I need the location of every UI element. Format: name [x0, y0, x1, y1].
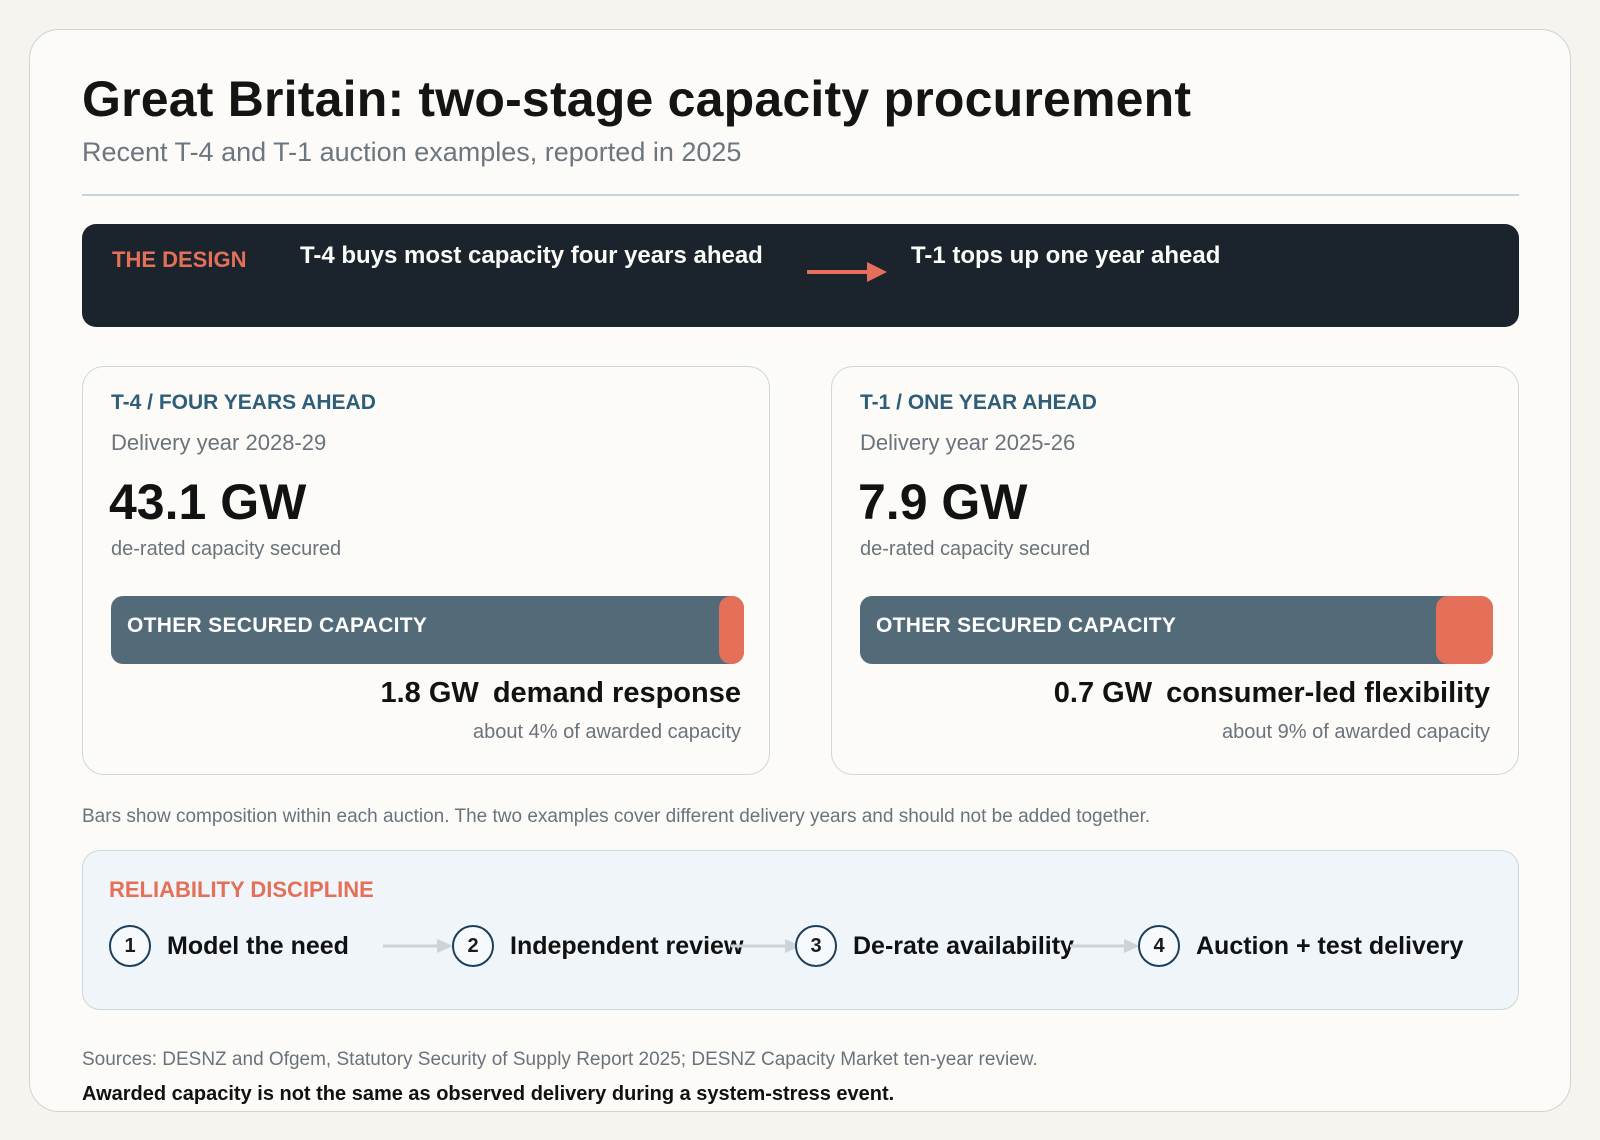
capacity-caption: de-rated capacity secured: [111, 538, 342, 560]
design-banner: THE DESIGN T-4 buys most capacity four y…: [82, 224, 1519, 327]
step-text: Auction + test delivery: [1196, 931, 1464, 960]
bar-label: OTHER SECURED CAPACITY: [876, 614, 1177, 637]
composition-bar: OTHER SECURED CAPACITY: [860, 596, 1493, 664]
design-label: THE DESIGN: [112, 247, 247, 272]
t1-card: T-1 / ONE YEAR AHEAD Delivery year 2025-…: [831, 366, 1519, 775]
highlight-gw: 0.7 GW: [1053, 677, 1153, 709]
highlight-segment: [718, 596, 744, 664]
step-text: De-rate availability: [853, 931, 1074, 960]
card-kicker: T-4 / FOUR YEARS AHEAD: [111, 391, 376, 414]
highlight-detail: 1.8 GW demand response: [381, 677, 742, 710]
step-number: 1: [109, 925, 151, 967]
arrow-right-icon: [807, 262, 887, 282]
footnote: Awarded capacity is not the same as obse…: [82, 1083, 895, 1105]
bar-label: OTHER SECURED CAPACITY: [127, 614, 428, 637]
delivery-year: Delivery year 2028-29: [111, 430, 327, 455]
step-number: 3: [795, 925, 837, 967]
highlight-segment: [1436, 596, 1493, 664]
page-subtitle: Recent T-4 and T-1 auction examples, rep…: [82, 137, 742, 167]
step-4: 4 Auction + test delivery: [1138, 925, 1463, 967]
composition-bar: OTHER SECURED CAPACITY: [111, 596, 744, 664]
step-3: 3 De-rate availability: [795, 925, 1074, 967]
step-number: 2: [452, 925, 494, 967]
capacity-caption: de-rated capacity secured: [860, 538, 1091, 560]
step-text: Model the need: [167, 931, 349, 960]
t4-card: T-4 / FOUR YEARS AHEAD Delivery year 202…: [82, 366, 770, 775]
reliability-label: RELIABILITY DISCIPLINE: [109, 877, 374, 902]
delivery-year: Delivery year 2025-26: [860, 430, 1076, 455]
design-t4-text: T-4 buys most capacity four years ahead: [300, 242, 763, 269]
highlight-label: demand response: [492, 677, 741, 709]
step-1: 1 Model the need: [109, 925, 349, 967]
sources-line: Sources: DESNZ and Ofgem, Statutory Secu…: [82, 1049, 1038, 1070]
arrow-right-icon: [731, 939, 801, 953]
page-title: Great Britain: two-stage capacity procur…: [82, 71, 1192, 127]
highlight-share: about 4% of awarded capacity: [473, 721, 741, 743]
arrow-right-icon: [383, 939, 453, 953]
step-2: 2 Independent review: [452, 925, 743, 967]
arrow-right-icon: [1070, 939, 1140, 953]
step-number: 4: [1138, 925, 1180, 967]
design-t1-text: T-1 tops up one year ahead: [911, 242, 1221, 269]
card-kicker: T-1 / ONE YEAR AHEAD: [860, 391, 1097, 414]
reliability-panel: RELIABILITY DISCIPLINE 1 Model the need …: [82, 850, 1519, 1010]
step-text: Independent review: [510, 931, 744, 960]
composition-note: Bars show composition within each auctio…: [82, 806, 1151, 827]
capacity-value: 43.1 GW: [109, 474, 307, 530]
divider: [82, 194, 1519, 196]
capacity-value: 7.9 GW: [858, 474, 1028, 530]
highlight-detail: 0.7 GW consumer-led flexibility: [1054, 677, 1490, 710]
highlight-gw: 1.8 GW: [380, 677, 479, 709]
highlight-label: consumer-led flexibility: [1166, 677, 1490, 709]
highlight-share: about 9% of awarded capacity: [1222, 721, 1490, 743]
